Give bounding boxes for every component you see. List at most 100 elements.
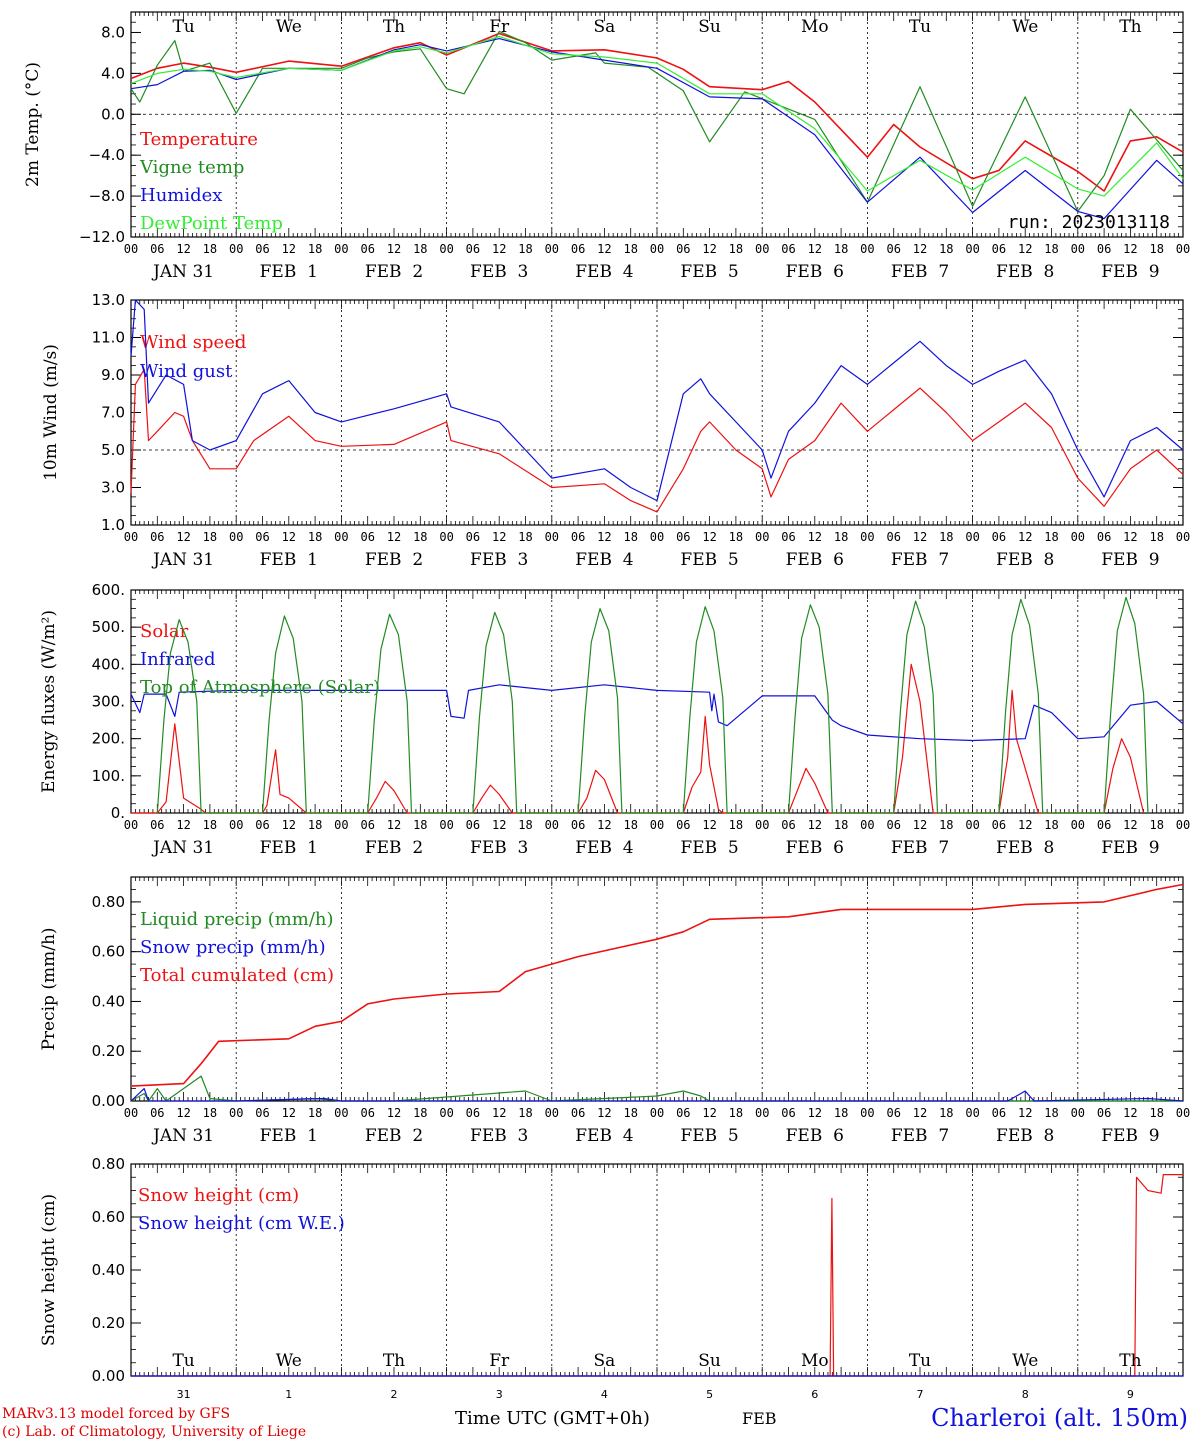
- date-label: FEB 4: [575, 838, 633, 858]
- date-label: FEB 1: [260, 262, 318, 282]
- hour-tick-label: 06: [150, 242, 164, 256]
- legend-entry: Snow height (cm W.E.): [138, 1213, 345, 1234]
- legend-entry: Humidex: [140, 185, 222, 206]
- hour-tick-label: 12: [1123, 818, 1137, 832]
- hour-tick-label: 06: [1097, 530, 1111, 544]
- hour-tick-label: 12: [913, 818, 927, 832]
- hour-tick-label: 00: [545, 818, 559, 832]
- legend-entry: Snow precip (mm/h): [140, 937, 326, 958]
- y-tick-label: 0.20: [92, 1314, 125, 1332]
- legend-entry: Temperature: [140, 129, 258, 150]
- legend-entry: Infrared: [140, 649, 215, 670]
- hour-tick-label: 00: [965, 530, 979, 544]
- hour-tick-label: 12: [387, 242, 401, 256]
- hour-tick-label: 00: [965, 1106, 979, 1120]
- hour-tick-label: 12: [387, 818, 401, 832]
- panel-1: 8.0 4.0 0.0 −4.0 −8.0 −12.0 2m Temp. (°C) Tempe…: [23, 11, 1190, 282]
- hour-tick-label: 06: [1097, 818, 1111, 832]
- hour-tick-label: 12: [1018, 242, 1032, 256]
- hour-tick-label: 00: [124, 530, 138, 544]
- date-label: FEB 5: [680, 1126, 738, 1146]
- hour-tick-label: 18: [834, 818, 848, 832]
- hour-tick-label: 12: [702, 1106, 716, 1120]
- day-number-label: 3: [496, 1388, 503, 1401]
- series-line-1: [130, 32, 1184, 192]
- weekday-label: We: [1012, 1351, 1038, 1371]
- hour-tick-label: 18: [1044, 530, 1058, 544]
- hour-tick-label: 18: [518, 1106, 532, 1120]
- hour-tick-label: 00: [439, 818, 453, 832]
- hour-tick-label: 06: [781, 242, 795, 256]
- date-label: JAN 31: [151, 262, 214, 282]
- hour-tick-label: 00: [334, 1106, 348, 1120]
- date-label: FEB 2: [365, 838, 423, 858]
- hour-tick-label: 12: [808, 242, 822, 256]
- y-tick-label: 0.60: [92, 1208, 125, 1226]
- hour-tick-label: 06: [676, 818, 690, 832]
- day-number-label: 7: [917, 1388, 924, 1401]
- hour-tick-label: 18: [413, 530, 427, 544]
- hour-tick-label: 12: [808, 818, 822, 832]
- hour-tick-label: 12: [282, 242, 296, 256]
- legend-entry: Liquid precip (mm/h): [140, 909, 334, 930]
- hour-tick-label: 06: [360, 530, 374, 544]
- hour-tick-label: 00: [965, 242, 979, 256]
- y-tick-label: 0.80: [92, 1155, 125, 1173]
- y-tick-label: 0.0: [101, 105, 125, 123]
- y-tick-label: 400.: [92, 655, 125, 673]
- y-tick-label: 3.0: [101, 479, 125, 497]
- series-line-1: [131, 1173, 1183, 1377]
- legend-entry: DewPoint Temp: [140, 213, 283, 234]
- series-line-2: [130, 299, 1184, 502]
- hour-tick-label: 00: [1176, 242, 1190, 256]
- hour-tick-label: 00: [1176, 530, 1190, 544]
- hour-tick-label: 12: [387, 530, 401, 544]
- hour-tick-label: 06: [886, 242, 900, 256]
- hour-tick-label: 06: [676, 242, 690, 256]
- hour-tick-label: 00: [755, 1106, 769, 1120]
- weekday-label: We: [276, 1351, 302, 1371]
- hour-tick-label: 00: [124, 242, 138, 256]
- y-tick-label: 300.: [92, 693, 125, 711]
- date-label: FEB 4: [575, 1126, 633, 1146]
- hour-tick-label: 06: [676, 530, 690, 544]
- hour-tick-label: 18: [939, 530, 953, 544]
- series-line-1: [131, 663, 1145, 814]
- hour-tick-label: 12: [1018, 530, 1032, 544]
- weekday-label: Th: [383, 1351, 405, 1371]
- hour-tick-label: 12: [387, 1106, 401, 1120]
- weekday-label: Tu: [172, 17, 194, 37]
- hour-tick-label: 00: [1071, 242, 1085, 256]
- hour-tick-label: 12: [282, 818, 296, 832]
- y-axis-label: Snow height (cm): [39, 1194, 59, 1346]
- y-tick-label: −4.0: [89, 146, 125, 164]
- day-number-label: 1: [285, 1388, 292, 1401]
- hour-tick-label: 00: [1176, 818, 1190, 832]
- hour-tick-label: 18: [623, 818, 637, 832]
- hour-tick-label: 06: [360, 1106, 374, 1120]
- hour-tick-label: 00: [650, 818, 664, 832]
- series-line-2: [130, 1087, 1184, 1102]
- hour-tick-label: 00: [229, 1106, 243, 1120]
- series-line-3: [156, 596, 1149, 814]
- date-label: FEB 3: [470, 550, 528, 570]
- weekday-label: Fr: [489, 1351, 510, 1371]
- hour-tick-label: 00: [1176, 1106, 1190, 1120]
- weekday-label: Su: [698, 1351, 721, 1371]
- day-number-label: 8: [1022, 1388, 1029, 1401]
- hour-tick-label: 12: [913, 1106, 927, 1120]
- hour-tick-label: 18: [203, 1106, 217, 1120]
- date-label: FEB 2: [365, 262, 423, 282]
- hour-tick-label: 06: [886, 1106, 900, 1120]
- date-label: FEB 5: [680, 262, 738, 282]
- hour-tick-label: 00: [1071, 818, 1085, 832]
- y-axis-label: 2m Temp. (°C): [23, 62, 43, 187]
- hour-tick-label: 00: [650, 1106, 664, 1120]
- hour-tick-label: 06: [886, 818, 900, 832]
- date-label: FEB 3: [470, 838, 528, 858]
- hour-tick-label: 12: [492, 818, 506, 832]
- hour-tick-label: 00: [755, 818, 769, 832]
- date-label: FEB 7: [891, 550, 949, 570]
- hour-tick-label: 06: [992, 242, 1006, 256]
- date-label: FEB 8: [996, 838, 1054, 858]
